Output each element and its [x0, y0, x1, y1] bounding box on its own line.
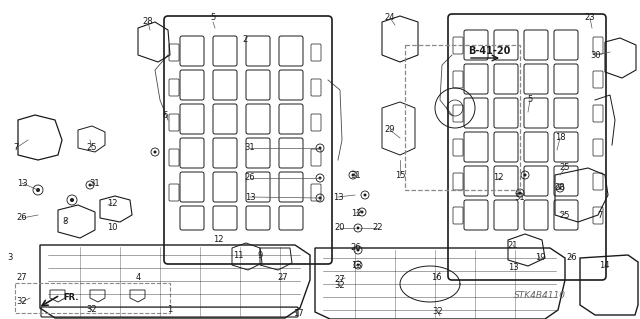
Text: 25: 25: [560, 164, 570, 173]
Circle shape: [364, 194, 367, 197]
Text: 12: 12: [212, 235, 223, 244]
Text: 10: 10: [107, 224, 117, 233]
Text: 13: 13: [17, 179, 28, 188]
Text: 13: 13: [351, 261, 362, 270]
Text: B-41-20: B-41-20: [468, 46, 510, 56]
Text: 26: 26: [17, 213, 28, 222]
Text: 32: 32: [433, 308, 444, 316]
Text: 7: 7: [597, 211, 603, 219]
Text: 31: 31: [351, 170, 362, 180]
Text: 27: 27: [17, 273, 28, 283]
Circle shape: [70, 198, 74, 202]
Text: 22: 22: [372, 224, 383, 233]
Text: 6: 6: [163, 110, 168, 120]
Text: 19: 19: [535, 254, 545, 263]
Circle shape: [356, 249, 360, 251]
Text: 29: 29: [385, 125, 396, 135]
Text: 13: 13: [244, 192, 255, 202]
Circle shape: [351, 174, 355, 176]
Circle shape: [319, 146, 321, 150]
Circle shape: [559, 187, 561, 189]
Text: 12: 12: [493, 174, 503, 182]
Text: 26: 26: [566, 254, 577, 263]
Text: 17: 17: [292, 309, 303, 318]
Text: 14: 14: [599, 261, 609, 270]
Text: 9: 9: [257, 250, 262, 259]
Text: 25: 25: [560, 211, 570, 219]
Text: 26: 26: [351, 243, 362, 253]
Text: 31: 31: [515, 194, 525, 203]
Text: 28: 28: [143, 18, 154, 26]
Text: 26: 26: [244, 174, 255, 182]
Circle shape: [88, 183, 92, 187]
Circle shape: [518, 191, 522, 195]
Circle shape: [356, 263, 360, 266]
Circle shape: [319, 197, 321, 199]
Text: 8: 8: [62, 218, 68, 226]
Text: 3: 3: [7, 254, 13, 263]
Text: 31: 31: [244, 144, 255, 152]
Text: 31: 31: [90, 179, 100, 188]
Text: 27: 27: [278, 273, 288, 283]
Circle shape: [36, 188, 40, 192]
Circle shape: [154, 151, 157, 153]
Text: 5: 5: [211, 13, 216, 23]
Circle shape: [360, 211, 364, 213]
Bar: [405, 45, 520, 190]
Text: 12: 12: [351, 209, 361, 218]
Circle shape: [319, 176, 321, 180]
Circle shape: [524, 174, 527, 176]
Circle shape: [356, 226, 360, 229]
Bar: [15, 283, 170, 313]
Text: 18: 18: [555, 133, 565, 143]
Text: 27: 27: [335, 276, 346, 285]
Text: STK4B4110: STK4B4110: [514, 291, 566, 300]
Text: 20: 20: [335, 224, 345, 233]
Text: 32: 32: [335, 280, 346, 290]
Text: 11: 11: [233, 250, 243, 259]
Text: 24: 24: [385, 13, 396, 23]
Text: 2: 2: [243, 35, 248, 44]
Text: 32: 32: [86, 306, 97, 315]
Text: 32: 32: [17, 298, 28, 307]
Text: 21: 21: [508, 241, 518, 249]
Text: FR.: FR.: [63, 293, 79, 302]
Text: 4: 4: [136, 273, 141, 283]
Text: 7: 7: [13, 144, 19, 152]
Text: 23: 23: [585, 13, 595, 23]
Text: 25: 25: [87, 144, 97, 152]
Text: 13: 13: [508, 263, 518, 272]
Text: 12: 12: [107, 198, 117, 207]
Text: 16: 16: [431, 273, 442, 283]
Text: 15: 15: [395, 170, 405, 180]
Text: 13: 13: [333, 192, 343, 202]
Text: 28: 28: [555, 183, 565, 192]
Text: 1: 1: [168, 306, 173, 315]
Text: 5: 5: [527, 95, 532, 105]
Text: 30: 30: [591, 50, 602, 60]
